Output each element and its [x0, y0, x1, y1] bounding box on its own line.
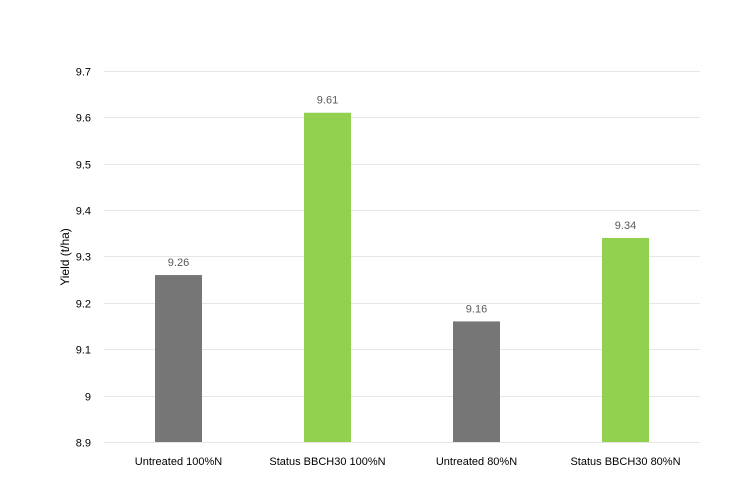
y-tick-label: 9.3	[76, 252, 91, 264]
y-tick-label: 9.2	[76, 299, 91, 311]
x-category-label: Status BBCH30 80%N	[570, 456, 680, 468]
x-axis-category-labels: Untreated 100%N Status BBCH30 100%N Untrea…	[135, 456, 681, 468]
y-tick-label: 9	[85, 392, 91, 404]
bar	[304, 112, 351, 443]
bar-data-label: 9.61	[317, 95, 338, 107]
gridlines	[104, 71, 700, 443]
y-tick-label: 8.9	[76, 438, 91, 450]
bar	[155, 275, 202, 442]
y-axis-tick-labels: 8.9 9 9.1 9.2 9.3 9.4 9.5 9.6 9.7	[76, 67, 91, 450]
x-category-label: Untreated 100%N	[135, 456, 222, 468]
y-axis-title: Yield (t/ha)	[58, 228, 72, 286]
data-labels: 9.26 9.61 9.16 9.34	[168, 95, 636, 316]
x-category-label: Status BBCH30 100%N	[269, 456, 385, 468]
bar	[453, 321, 500, 442]
y-tick-label: 9.7	[76, 67, 91, 79]
bar-data-label: 9.16	[466, 303, 487, 315]
y-tick-label: 9.1	[76, 345, 91, 357]
y-tick-label: 9.6	[76, 113, 91, 125]
bars	[155, 112, 649, 443]
y-tick-label: 9.5	[76, 160, 91, 172]
x-category-label: Untreated 80%N	[436, 456, 517, 468]
y-tick-label: 9.4	[76, 206, 91, 218]
bar	[602, 237, 649, 442]
bar-data-label: 9.34	[615, 220, 636, 232]
bar-data-label: 9.26	[168, 257, 189, 269]
